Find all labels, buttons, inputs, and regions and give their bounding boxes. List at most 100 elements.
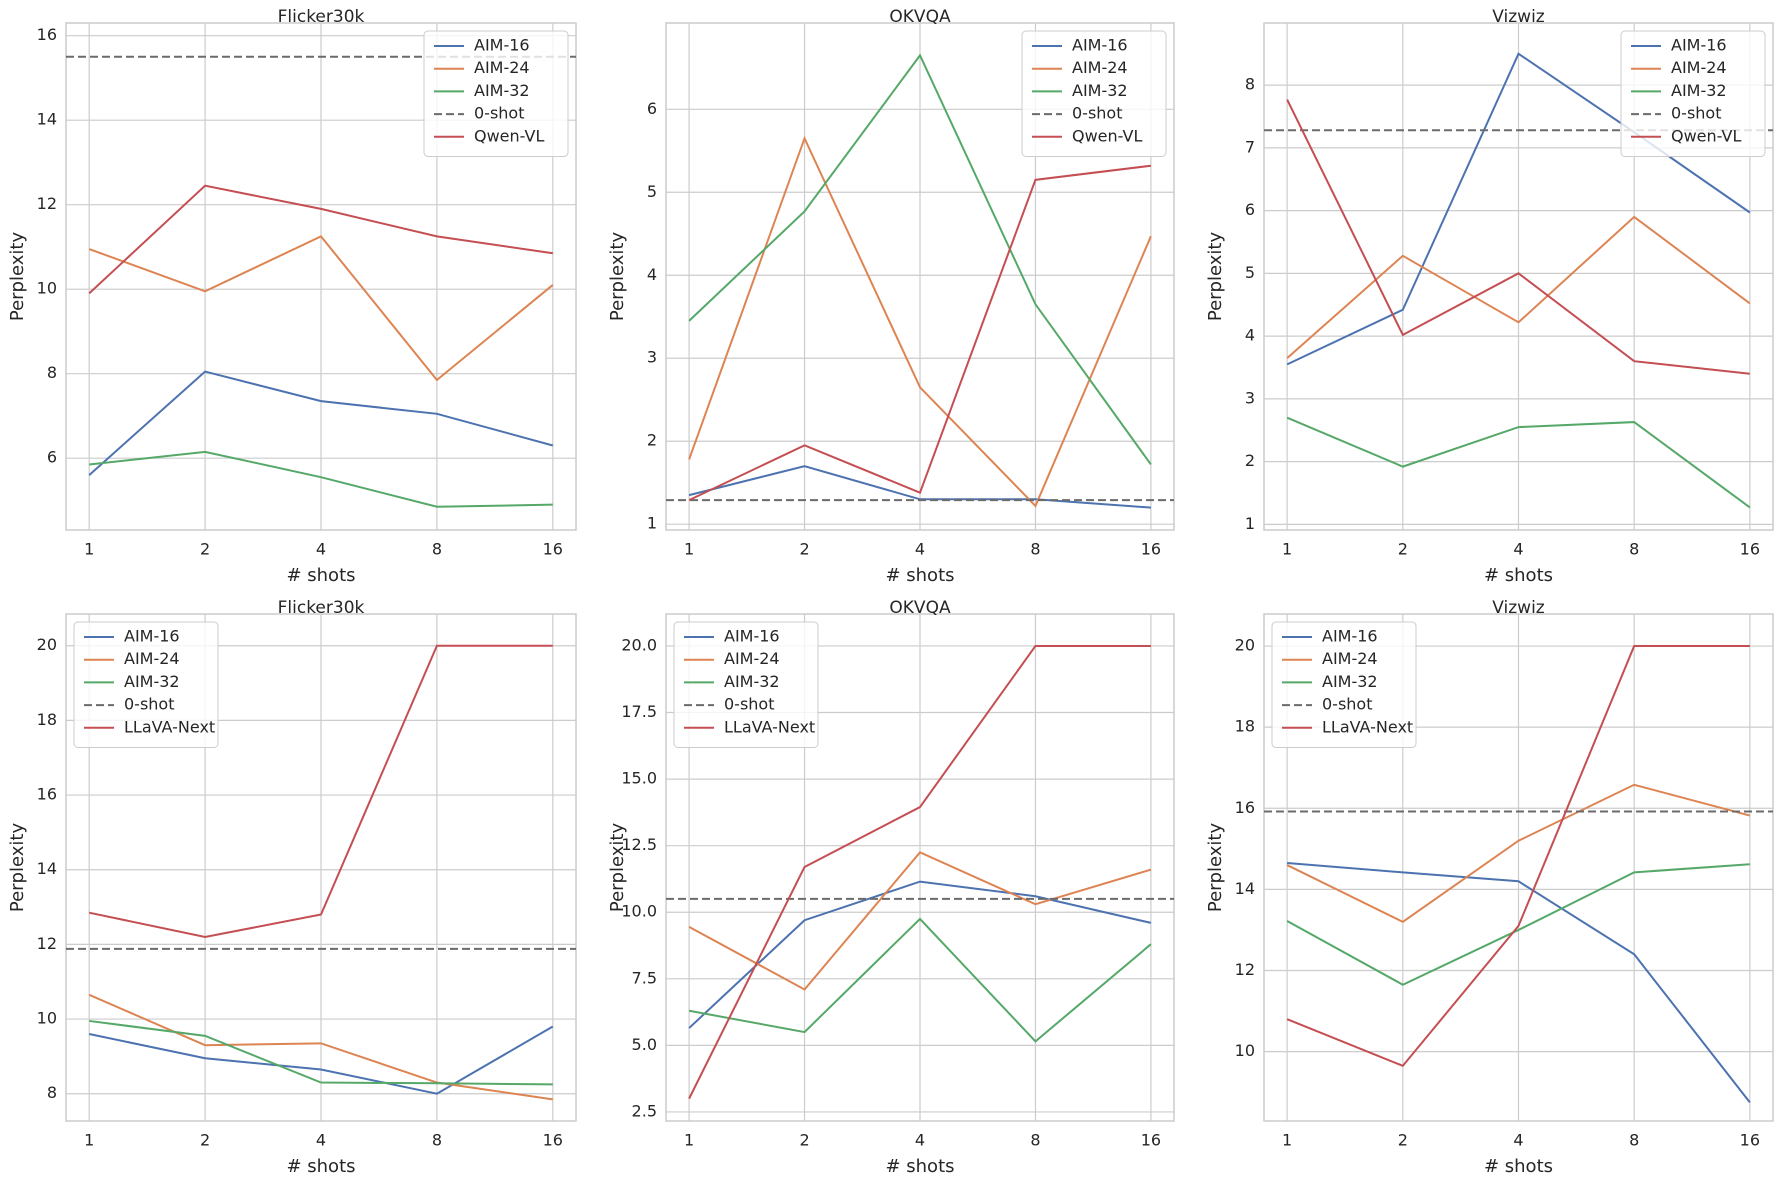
chart-title: OKVQA <box>889 7 951 27</box>
y-tick-label: 16 <box>37 25 57 44</box>
y-tick-label: 16 <box>37 785 57 804</box>
y-tick-label: 1 <box>647 514 657 533</box>
legend-label: LLaVA-Next <box>1322 717 1413 736</box>
x-tick-label: 2 <box>799 540 809 559</box>
x-tick-label: 4 <box>915 1131 925 1150</box>
x-axis-label: # shots <box>885 565 954 586</box>
x-tick-label: 2 <box>799 1131 809 1150</box>
legend-label: AIM-32 <box>474 81 530 100</box>
series-line <box>688 164 1152 502</box>
axes-frame <box>1263 22 1774 531</box>
x-tick-label: 2 <box>1398 1131 1408 1150</box>
y-tick-label: 4 <box>647 265 657 284</box>
legend: AIM-16 AIM-24 AIM-32 0-shot Qwen-VL <box>1021 30 1167 157</box>
legend-label: AIM-16 <box>474 36 530 55</box>
y-tick-label: 18 <box>1235 717 1255 736</box>
y-tick-label: 6 <box>47 448 57 467</box>
legend: AIM-16 AIM-24 AIM-32 0-shot Qwen-VL <box>423 30 569 157</box>
legend-box <box>1021 30 1167 157</box>
y-tick-label: 12 <box>37 194 57 213</box>
series-line <box>1286 783 1751 924</box>
x-tick-label: 8 <box>1629 1131 1639 1150</box>
x-tick-label: 16 <box>543 540 563 559</box>
x-tick-label: 16 <box>543 1131 563 1150</box>
y-tick-label: 15.0 <box>621 769 657 788</box>
y-tick-label: 2 <box>1245 451 1255 470</box>
legend-box <box>1271 621 1417 748</box>
legend-label: AIM-24 <box>1072 58 1128 77</box>
legend-label: AIM-24 <box>724 649 780 668</box>
y-axis-label: Perplexity <box>7 823 28 913</box>
series-line <box>688 917 1152 1043</box>
legend-label: Qwen-VL <box>1072 126 1142 145</box>
y-tick-label: 14 <box>1235 879 1255 898</box>
y-tick-label: 16 <box>1235 798 1255 817</box>
series-line <box>1286 99 1750 375</box>
legend-label: AIM-32 <box>724 672 780 691</box>
series-line <box>89 450 553 508</box>
y-tick-label: 12.5 <box>621 835 657 854</box>
x-tick-label: 16 <box>1141 1131 1161 1150</box>
legend: AIM-16 AIM-24 AIM-32 0-shot LLaVA-Next <box>673 621 819 748</box>
legend-box <box>73 621 219 748</box>
series-line <box>88 993 553 1101</box>
y-tick-label: 20.0 <box>621 635 657 654</box>
series-line <box>688 53 1152 466</box>
y-tick-label: 12 <box>37 934 57 953</box>
y-axis-label: Perplexity <box>1205 232 1226 322</box>
y-tick-label: 4 <box>1245 326 1255 345</box>
x-tick-label: 4 <box>1513 1131 1523 1150</box>
legend-label: 0-shot <box>474 104 525 123</box>
y-tick-label: 7 <box>1245 137 1255 156</box>
y-tick-label: 20 <box>37 635 57 654</box>
y-tick-label: 5.0 <box>632 1035 657 1054</box>
chart-title: Flicker30k <box>278 598 365 618</box>
axes-frame <box>65 613 577 1122</box>
legend-label: AIM-32 <box>1671 81 1727 100</box>
x-tick-label: 8 <box>432 1131 442 1150</box>
series-line <box>1287 862 1751 1103</box>
x-axis-label: # shots <box>1484 1156 1553 1177</box>
y-tick-label: 10 <box>37 1009 57 1028</box>
y-tick-label: 8 <box>47 363 57 382</box>
x-tick-label: 1 <box>84 1131 94 1150</box>
x-axis-label: # shots <box>286 565 355 586</box>
x-tick-label: 1 <box>684 1131 694 1150</box>
series-line <box>88 235 554 382</box>
series-line <box>688 880 1152 1029</box>
legend-box <box>1620 30 1766 157</box>
legend-label: 0-shot <box>1072 104 1123 123</box>
series-line <box>88 644 553 938</box>
legend: AIM-16 AIM-24 AIM-32 0-shot Qwen-VL <box>1620 30 1766 157</box>
x-axis-label: # shots <box>1484 565 1553 586</box>
y-axis-label: Perplexity <box>7 232 28 322</box>
y-tick-label: 5 <box>1245 263 1255 282</box>
y-axis-label: Perplexity <box>607 823 628 913</box>
x-tick-label: 16 <box>1141 540 1161 559</box>
legend-label: AIM-16 <box>724 627 780 646</box>
x-tick-label: 8 <box>432 540 442 559</box>
y-tick-label: 6 <box>1245 200 1255 219</box>
legend-label: AIM-16 <box>124 627 180 646</box>
series-line <box>688 851 1152 991</box>
chart-title: Vizwiz <box>1492 598 1545 618</box>
y-tick-label: 8 <box>47 1083 57 1102</box>
legend-label: AIM-24 <box>1671 58 1727 77</box>
axes-frame <box>665 22 1175 531</box>
series-line <box>88 370 554 476</box>
x-tick-label: 4 <box>316 1131 326 1150</box>
y-tick-label: 8 <box>1245 75 1255 94</box>
x-tick-label: 4 <box>316 540 326 559</box>
legend-label: AIM-32 <box>1322 672 1378 691</box>
x-tick-label: 8 <box>1030 540 1040 559</box>
x-tick-label: 2 <box>200 1131 210 1150</box>
series-line <box>1286 52 1751 366</box>
y-axis-label: Perplexity <box>607 232 628 322</box>
legend-label: AIM-24 <box>124 649 180 668</box>
legend-label: AIM-24 <box>474 58 530 77</box>
legend-box <box>423 30 569 157</box>
y-tick-label: 10 <box>37 279 57 298</box>
